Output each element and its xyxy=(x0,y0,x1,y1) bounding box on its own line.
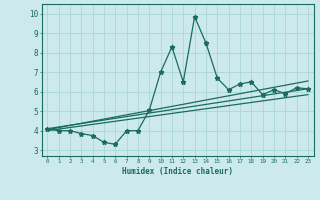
X-axis label: Humidex (Indice chaleur): Humidex (Indice chaleur) xyxy=(122,167,233,176)
